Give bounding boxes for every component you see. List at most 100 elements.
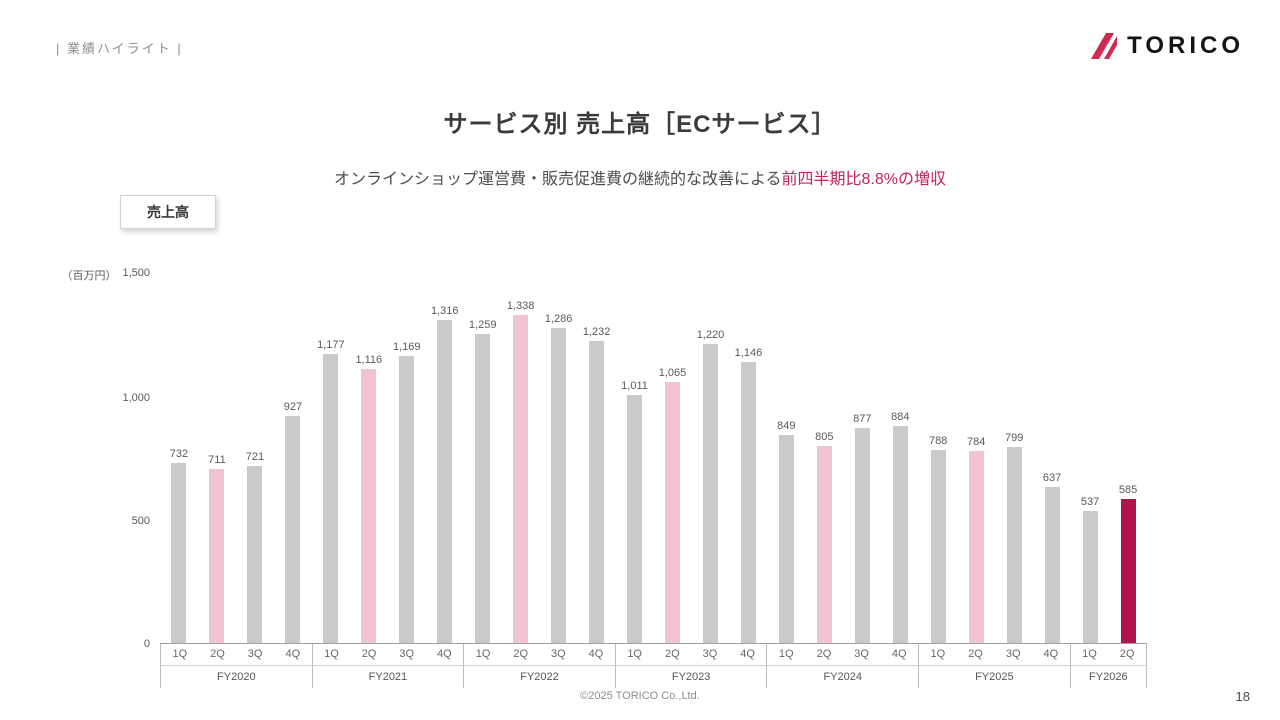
bar-cell: 637 xyxy=(1033,275,1071,643)
fiscal-year-group: FY2021 xyxy=(311,666,464,688)
quarter-label: 4Q xyxy=(740,648,755,660)
bar-cell: 1,146 xyxy=(729,275,767,643)
bar-cell: 1,220 xyxy=(691,275,729,643)
y-tick-label: （百万円） 1,500 xyxy=(61,267,150,282)
bar-cell: 784 xyxy=(957,275,995,643)
fiscal-year-group: FY2023 xyxy=(614,666,767,688)
bar-FY2021-2Q xyxy=(361,369,377,643)
bar-FY2020-1Q xyxy=(171,463,187,643)
bar-group-FY2025: 788 784 799 637 xyxy=(919,275,1071,643)
bar-FY2020-4Q xyxy=(285,415,301,643)
fiscal-year-axis: FY2020 FY2021 FY2022 FY2023 FY2024 FY2025 FY20… xyxy=(160,665,1147,688)
quarter-label: 3Q xyxy=(551,648,566,660)
fiscal-year-label: FY2020 xyxy=(217,671,256,683)
bar-FY2022-2Q xyxy=(513,314,529,643)
bar-FY2021-1Q xyxy=(323,354,339,643)
bar-value-label: 1,232 xyxy=(582,325,611,338)
quarter-group-FY2025: 1Q 2Q 3Q 4Q xyxy=(918,644,1070,665)
quarter-label: 2Q xyxy=(513,648,529,660)
bar-cell: 732 xyxy=(160,275,198,643)
breadcrumb: | 業績ハイライト | xyxy=(56,41,183,56)
fiscal-year-group: FY2026 xyxy=(1069,666,1147,688)
bar-value-label: 637 xyxy=(1042,471,1062,484)
bar-cell: 1,316 xyxy=(426,275,464,643)
quarter-label: 2Q xyxy=(968,648,983,660)
torico-logo-icon xyxy=(1091,33,1118,59)
bar-value-label: 1,220 xyxy=(696,328,725,341)
bar-cell: 849 xyxy=(767,275,805,643)
bar-cell: 1,011 xyxy=(616,275,654,643)
fiscal-year-label: FY2025 xyxy=(975,671,1014,683)
bar-group-FY2022: 1,259 1,338 1,286 1,232 xyxy=(464,275,616,643)
quarter-group-FY2026: 1Q 2Q xyxy=(1069,644,1147,665)
unit-label: （百万円） xyxy=(61,270,117,282)
quarter-label: 4Q xyxy=(1043,648,1059,660)
page-number: 18 xyxy=(1235,689,1250,704)
bar-FY2023-2Q xyxy=(664,381,680,643)
bar-FY2022-3Q xyxy=(551,327,567,643)
quarter-group-FY2024: 1Q 2Q 3Q 4Q xyxy=(766,644,918,665)
bar-FY2026-1Q xyxy=(1082,511,1098,643)
footer-copyright: ©2025 TORICO Co.,Ltd. xyxy=(580,690,700,702)
bar-group-FY2024: 849 805 877 884 xyxy=(767,275,919,643)
bar-value-label: 1,338 xyxy=(506,299,535,312)
quarter-label: 4Q xyxy=(891,648,907,660)
bar-FY2024-4Q xyxy=(892,426,908,643)
bar-cell: 1,116 xyxy=(350,275,388,643)
logo-text: TORICO xyxy=(1127,32,1244,59)
quarter-group-FY2021: 1Q 2Q 3Q 4Q xyxy=(311,644,464,665)
y-axis: （百万円） 1,500 1,000 500 0 xyxy=(61,267,160,650)
bar-value-label: 784 xyxy=(966,435,986,448)
bar-cell: 799 xyxy=(995,275,1033,643)
legend-label: 売上高 xyxy=(147,204,189,220)
bar-cell: 585 xyxy=(1109,275,1147,643)
bar-FY2022-4Q xyxy=(589,340,605,643)
quarter-label: 2Q xyxy=(361,648,377,660)
quarter-axis: 1Q 2Q 3Q 4Q 1Q 2Q 3Q 4Q 1Q 2Q 3Q 4Q 1Q 2Q 3Q 4Q 1Q 2Q 3Q 4Q… xyxy=(160,644,1147,665)
bar-cell: 1,065 xyxy=(654,275,692,643)
torico-logo: TORICO xyxy=(1090,32,1244,60)
bar-value-label: 927 xyxy=(283,400,303,413)
bar-value-label: 1,169 xyxy=(393,341,421,354)
bar-value-label: 1,259 xyxy=(468,319,497,332)
bar-FY2023-3Q xyxy=(702,343,718,643)
fiscal-year-label: FY2022 xyxy=(520,671,559,683)
fiscal-year-group: FY2024 xyxy=(766,666,918,688)
bar-group-FY2021: 1,177 1,116 1,169 1,316 xyxy=(312,275,464,643)
fiscal-year-label: FY2026 xyxy=(1089,671,1128,683)
bar-value-label: 1,146 xyxy=(734,346,763,359)
slide-title: サービス別 売上高［ECサービス］ xyxy=(443,111,837,138)
bar-group-FY2026: 537 585 xyxy=(1071,275,1147,643)
revenue-bar-chart: （百万円） 1,500 1,000 500 0 732 711 721 927 1,177 1,1… xyxy=(61,267,1147,688)
bar-value-label: 877 xyxy=(853,412,872,425)
quarter-label: 3Q xyxy=(1005,648,1021,660)
quarter-label: 1Q xyxy=(475,648,491,660)
bar-cell: 537 xyxy=(1071,275,1109,643)
bar-group-FY2020: 732 711 721 927 xyxy=(160,275,312,643)
bar-value-label: 805 xyxy=(815,430,834,443)
quarter-label: 4Q xyxy=(285,648,301,660)
bar-value-label: 721 xyxy=(245,451,265,464)
bar-group-FY2023: 1,011 1,065 1,220 1,146 xyxy=(616,275,768,643)
quarter-label: 4Q xyxy=(437,648,452,660)
bar-value-label: 1,011 xyxy=(621,379,648,392)
quarter-label: 1Q xyxy=(778,648,794,660)
bar-value-label: 849 xyxy=(777,419,796,432)
quarter-label: 1Q xyxy=(1082,648,1097,660)
quarter-label: 2Q xyxy=(816,648,832,660)
quarter-label: 4Q xyxy=(588,648,604,660)
fiscal-year-label: FY2021 xyxy=(368,671,408,683)
bar-FY2025-2Q xyxy=(968,450,984,643)
quarter-label: 3Q xyxy=(702,648,718,660)
quarter-label: 2Q xyxy=(210,648,225,660)
fiscal-year-label: FY2024 xyxy=(823,671,862,683)
quarter-label: 1Q xyxy=(930,648,946,660)
bar-FY2025-3Q xyxy=(1006,446,1022,643)
bar-FY2025-1Q xyxy=(930,449,946,643)
fiscal-year-label: FY2023 xyxy=(671,671,711,683)
fiscal-year-group: FY2020 xyxy=(160,666,312,688)
bar-cell: 711 xyxy=(198,275,236,643)
bar-cell: 788 xyxy=(919,275,957,643)
bar-value-label: 884 xyxy=(891,411,910,424)
quarter-group-FY2023: 1Q 2Q 3Q 4Q xyxy=(614,644,767,665)
